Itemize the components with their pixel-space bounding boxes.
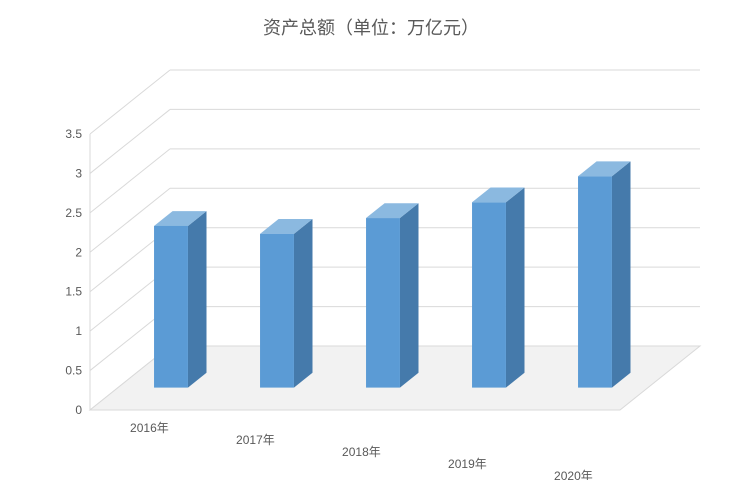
x-tick-label: 2018年 — [342, 445, 381, 459]
chart-title: 资产总额（单位：万亿元） — [0, 0, 742, 40]
bar — [472, 187, 524, 387]
x-tick-label: 2017年 — [236, 433, 275, 447]
y-tick-label: 2 — [75, 245, 82, 259]
chart-container: 资产总额（单位：万亿元） 0 0.5 1 1.5 2 2.5 3 3.5 2016年 2017年 2… — [0, 0, 742, 500]
y-tick-label: 0.5 — [65, 364, 82, 378]
y-tick-label: 2.5 — [65, 206, 82, 220]
bar — [366, 203, 418, 387]
x-tick-label: 2016年 — [130, 421, 169, 435]
y-tick-label: 1 — [75, 324, 82, 338]
chart-plot: 0 0.5 1 1.5 2 2.5 3 3.5 2016年 2017年 2018年 2019年 2020… — [40, 60, 720, 480]
x-tick-label: 2019年 — [448, 457, 487, 471]
bar — [578, 161, 630, 387]
chart-svg: 0 0.5 1 1.5 2 2.5 3 3.5 2016年 2017年 2018年 2019年 2020… — [40, 60, 720, 480]
y-tick-label: 3.5 — [65, 127, 82, 141]
y-tick-label: 1.5 — [65, 285, 82, 299]
bar — [260, 219, 312, 388]
y-tick-label: 0 — [75, 403, 82, 417]
bar — [154, 211, 206, 387]
y-tick-label: 3 — [75, 166, 82, 180]
x-tick-label: 2020年 — [554, 469, 593, 480]
